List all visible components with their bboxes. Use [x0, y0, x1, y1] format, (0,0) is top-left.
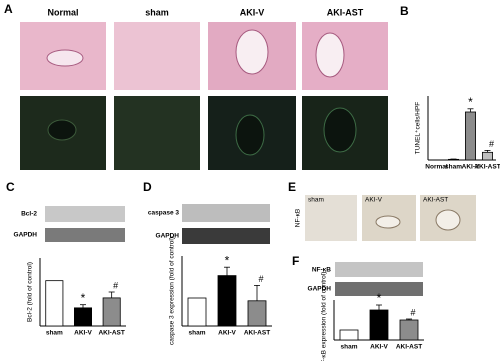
annotation: #: [410, 307, 415, 317]
row-label: NF-κB: [295, 209, 302, 227]
x-tick-label: AKI-V: [370, 344, 388, 351]
bar: [399, 319, 419, 341]
blot-label: GAPDH: [156, 233, 180, 240]
x-tick-label: Normal: [425, 164, 448, 171]
bar: [102, 297, 121, 327]
annotation: #: [113, 280, 118, 290]
blot-label: caspase 3: [148, 210, 179, 217]
panel-label: D: [143, 180, 152, 194]
bar: [74, 307, 93, 327]
y-axis-label: TUNEL⁺cells/HPF: [415, 102, 422, 155]
x-tick-label: sham: [445, 164, 462, 171]
x-tick-label: AKI-V: [218, 330, 236, 337]
x-tick-label: AKI-AST: [396, 344, 422, 351]
image-label: sham: [308, 197, 324, 204]
panel-label: C: [6, 180, 15, 194]
column-label: Normal: [47, 7, 78, 17]
x-tick-label: AKI-AST: [474, 164, 500, 171]
panel-label: B: [400, 4, 409, 18]
bar: [464, 111, 476, 161]
annotation: *: [377, 291, 382, 305]
x-tick-label: sham: [189, 330, 206, 337]
column-label: sham: [145, 7, 169, 17]
x-tick-label: AKI-AST: [98, 330, 124, 337]
bar: [447, 158, 459, 161]
blot-label: NF-κB: [312, 267, 331, 274]
panel-label: A: [4, 2, 13, 16]
y-axis-label: NF-κB expression (fold of control): [321, 272, 328, 361]
annotation: #: [258, 274, 263, 284]
bar: [339, 329, 359, 341]
ihc-images: [305, 195, 476, 241]
blot-label: GAPDH: [308, 286, 332, 293]
blots: [45, 204, 423, 296]
annotation: #: [489, 139, 494, 149]
blot-label: Bcl-2: [21, 211, 37, 218]
bar: [45, 280, 64, 327]
x-tick-label: AKI-V: [74, 330, 92, 337]
bar: [481, 151, 493, 161]
x-tick-label: AKI-V: [462, 164, 480, 171]
panel-label: E: [288, 180, 296, 194]
x-tick-label: sham: [341, 344, 358, 351]
fluorescence-images: [20, 96, 388, 170]
image-label: AKI-AST: [423, 197, 448, 204]
bar: [217, 275, 237, 327]
bar: [369, 309, 389, 341]
annotation: *: [81, 291, 86, 305]
bar: [247, 300, 267, 327]
column-label: AKI-V: [240, 7, 265, 17]
image-label: AKI-V: [365, 197, 383, 204]
annotation: *: [225, 253, 230, 267]
x-tick-label: sham: [46, 330, 63, 337]
y-axis-label: caspase 3 expression (fold of control): [169, 237, 176, 345]
panel-label: F: [292, 254, 299, 268]
x-tick-label: AKI-AST: [244, 330, 270, 337]
annotation: *: [468, 95, 473, 109]
y-axis-label: Bcl-2 (fold of control): [27, 262, 34, 322]
column-label: AKI-AST: [327, 7, 364, 17]
blot-label: GAPDH: [14, 232, 38, 239]
bar: [187, 297, 207, 327]
he-images: [20, 22, 388, 90]
